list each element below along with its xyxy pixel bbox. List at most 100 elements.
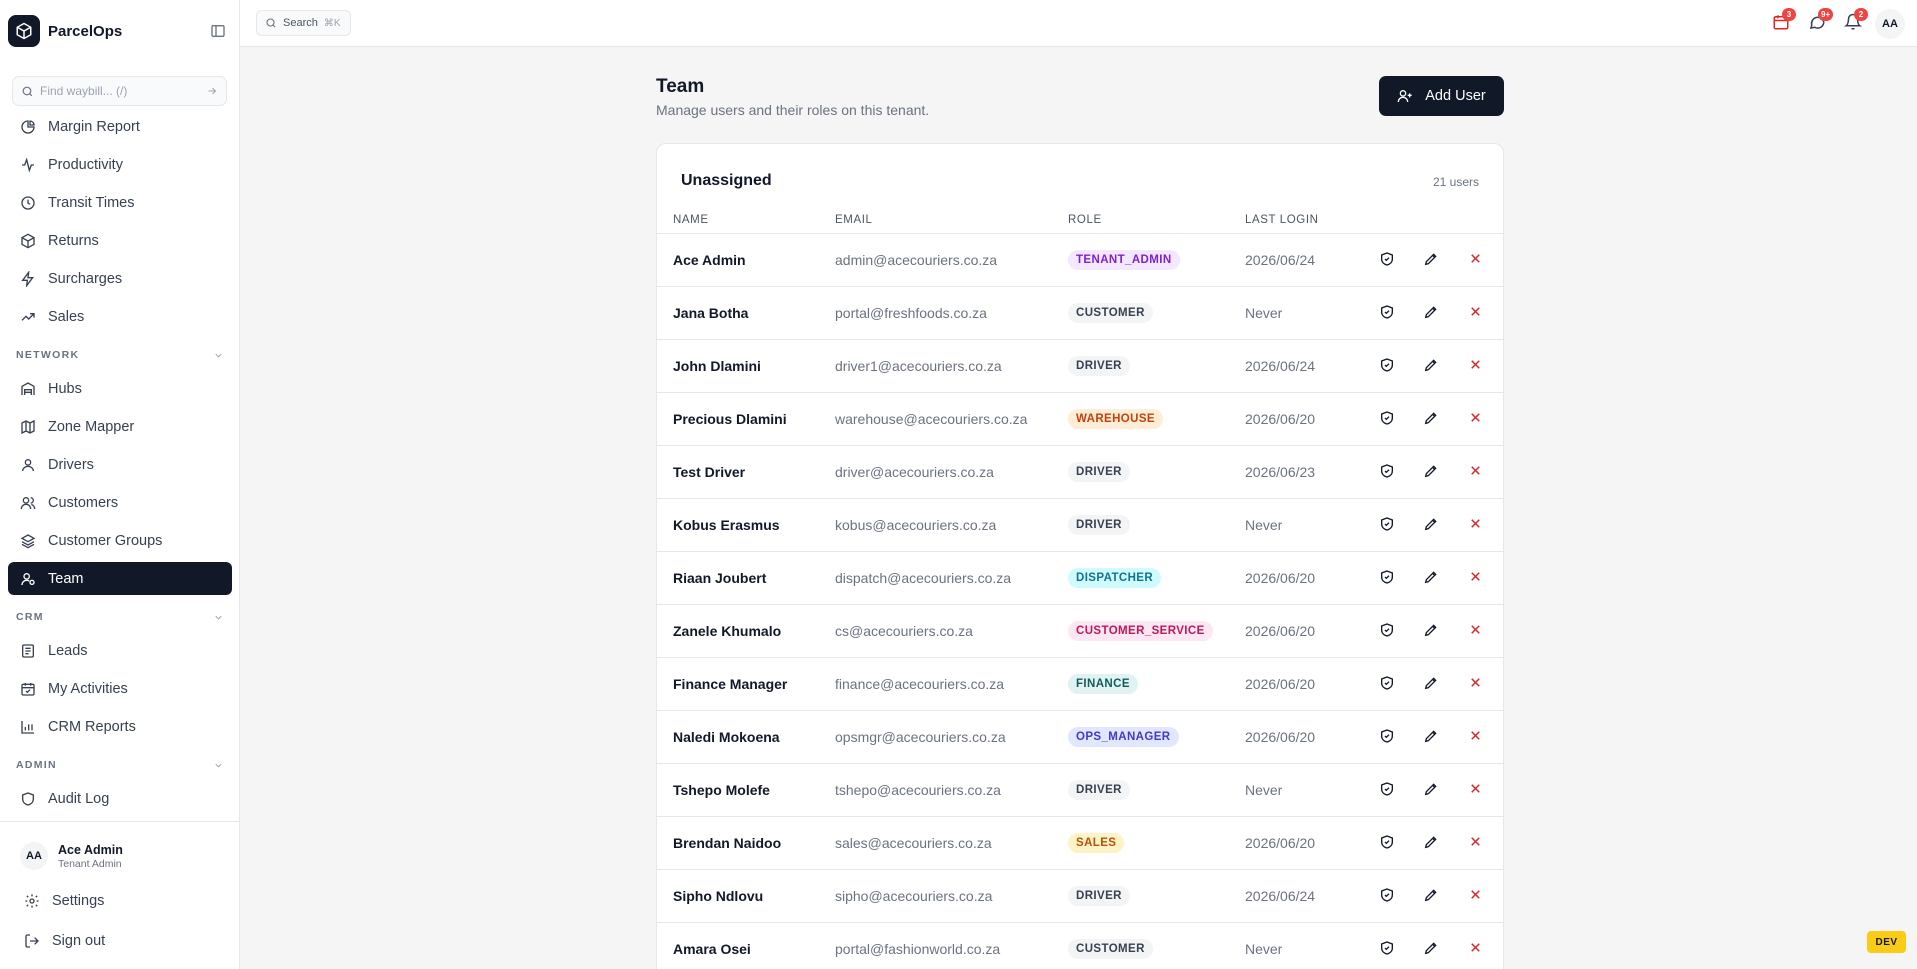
sidebar-item-zone-mapper[interactable]: Zone Mapper: [8, 410, 232, 443]
delete-close-icon[interactable]: [1468, 569, 1486, 587]
table-row[interactable]: Precious Dlamini warehouse@acecouriers.co…: [657, 393, 1503, 446]
permissions-shield-icon[interactable]: [1379, 675, 1397, 693]
section-admin[interactable]: ADMIN: [8, 748, 232, 782]
table-row[interactable]: Zanele Khumalo cs@acecouriers.co.za CUSTOM…: [657, 605, 1503, 658]
delete-close-icon[interactable]: [1468, 410, 1486, 428]
delete-close-icon[interactable]: [1468, 516, 1486, 534]
edit-pencil-icon[interactable]: [1423, 463, 1441, 481]
permissions-shield-icon[interactable]: [1379, 357, 1397, 375]
messages-button[interactable]: 9+: [1808, 8, 1834, 33]
permissions-shield-icon[interactable]: [1379, 940, 1397, 958]
permissions-shield-icon[interactable]: [1379, 781, 1397, 799]
table-row[interactable]: Sipho Ndlovu sipho@acecouriers.co.za DRIVE…: [657, 870, 1503, 923]
edit-pencil-icon[interactable]: [1423, 887, 1441, 905]
sidebar-item-returns[interactable]: Returns: [8, 224, 232, 257]
user-name-cell: Finance Manager: [673, 676, 788, 692]
edit-pencil-icon[interactable]: [1423, 357, 1441, 375]
sidebar-item-customers[interactable]: Customers: [8, 486, 232, 519]
sidebar-item-leads[interactable]: Leads: [8, 634, 232, 667]
global-search-button[interactable]: Search ⌘K: [256, 10, 351, 36]
permissions-shield-icon[interactable]: [1379, 463, 1397, 481]
permissions-shield-icon[interactable]: [1379, 410, 1397, 428]
permissions-shield-icon[interactable]: [1379, 569, 1397, 587]
edit-pencil-icon[interactable]: [1423, 675, 1441, 693]
header-last-login: LAST LOGIN: [1245, 214, 1319, 226]
table-row[interactable]: Jana Botha portal@freshfoods.co.za CUSTOME…: [657, 287, 1503, 340]
notifications-button[interactable]: 2: [1843, 8, 1868, 33]
table-row[interactable]: Ace Admin admin@acecouriers.co.za TENANT_A…: [657, 234, 1503, 287]
sidebar-item-margin-report[interactable]: Margin Report: [8, 110, 232, 143]
permissions-shield-icon[interactable]: [1379, 834, 1397, 852]
delete-close-icon[interactable]: [1468, 304, 1486, 322]
edit-pencil-icon[interactable]: [1423, 728, 1441, 746]
sidebar-item-surcharges[interactable]: Surcharges: [8, 262, 232, 295]
sidebar-item-label: Transit Times: [48, 194, 135, 211]
sidebar-item-productivity[interactable]: Productivity: [8, 148, 232, 181]
edit-pencil-icon[interactable]: [1423, 940, 1441, 958]
sidebar-item-label: Customers: [48, 494, 119, 511]
table-row[interactable]: Riaan Joubert dispatch@acecouriers.co.za D…: [657, 552, 1503, 605]
table-row[interactable]: John Dlamini driver1@acecouriers.co.za DRI…: [657, 340, 1503, 393]
user-email-cell: sipho@acecouriers.co.za: [835, 888, 993, 904]
sidebar-item-my-activities[interactable]: My Activities: [8, 672, 232, 705]
sidebar-item-audit-log[interactable]: Audit Log: [8, 782, 232, 815]
delete-close-icon[interactable]: [1468, 622, 1486, 640]
table-row[interactable]: Brendan Naidoo sales@acecouriers.co.za SAL…: [657, 817, 1503, 870]
edit-pencil-icon[interactable]: [1423, 410, 1441, 428]
settings-link[interactable]: Settings: [24, 893, 104, 909]
sidebar-item-drivers[interactable]: Drivers: [8, 448, 232, 481]
deliveries-button[interactable]: 3: [1772, 8, 1796, 33]
permissions-shield-icon[interactable]: [1379, 304, 1397, 322]
sidebar-item-hubs[interactable]: Hubs: [8, 372, 232, 405]
delete-close-icon[interactable]: [1468, 887, 1486, 905]
delete-close-icon[interactable]: [1468, 728, 1486, 746]
permissions-shield-icon[interactable]: [1379, 516, 1397, 534]
sidebar-toggle-icon[interactable]: [210, 23, 226, 39]
last-login-cell: Never: [1245, 941, 1283, 957]
add-user-button[interactable]: Add User: [1379, 76, 1504, 116]
section-crm[interactable]: CRM: [8, 600, 232, 634]
delete-close-icon[interactable]: [1468, 357, 1486, 375]
sidebar-item-team[interactable]: Team: [8, 562, 232, 595]
waybill-search[interactable]: [12, 76, 227, 106]
delete-close-icon[interactable]: [1468, 940, 1486, 958]
table-row[interactable]: Naledi Mokoena opsmgr@acecouriers.co.za OP…: [657, 711, 1503, 764]
user-name: Ace Admin: [58, 842, 123, 857]
sidebar-item-transit-times[interactable]: Transit Times: [8, 186, 232, 219]
user-email-cell: dispatch@acecouriers.co.za: [835, 570, 1012, 586]
delete-close-icon[interactable]: [1468, 251, 1486, 269]
table-row[interactable]: Finance Manager finance@acecouriers.co.za…: [657, 658, 1503, 711]
table-row[interactable]: Amara Osei portal@fashionworld.co.za CUSTO…: [657, 923, 1503, 969]
permissions-shield-icon[interactable]: [1379, 728, 1397, 746]
edit-pencil-icon[interactable]: [1423, 251, 1441, 269]
delete-close-icon[interactable]: [1468, 781, 1486, 799]
edit-pencil-icon[interactable]: [1423, 516, 1441, 534]
edit-pencil-icon[interactable]: [1423, 781, 1441, 799]
sidebar-item-customer-groups[interactable]: Customer Groups: [8, 524, 232, 557]
user-name-cell: Ace Admin: [673, 252, 746, 268]
edit-pencil-icon[interactable]: [1423, 569, 1441, 587]
waybill-search-input[interactable]: [40, 84, 206, 98]
current-user[interactable]: AA Ace Admin Tenant Admin: [20, 842, 123, 870]
permissions-shield-icon[interactable]: [1379, 251, 1397, 269]
brand[interactable]: ParcelOps: [8, 15, 232, 47]
edit-pencil-icon[interactable]: [1423, 834, 1441, 852]
signout-link[interactable]: Sign out: [24, 933, 105, 949]
table-row[interactable]: Kobus Erasmus kobus@acecouriers.co.za DRIV…: [657, 499, 1503, 552]
arrow-right-icon[interactable]: [206, 85, 218, 97]
sidebar-item-sales[interactable]: Sales: [8, 300, 232, 333]
users-table-body: Ace Admin admin@acecouriers.co.za TENANT_A…: [657, 234, 1503, 969]
edit-pencil-icon[interactable]: [1423, 304, 1441, 322]
sidebar-footer: AA Ace Admin Tenant Admin Settings Sign …: [0, 821, 240, 969]
delete-close-icon[interactable]: [1468, 675, 1486, 693]
edit-pencil-icon[interactable]: [1423, 622, 1441, 640]
section-network[interactable]: NETWORK: [8, 338, 232, 372]
avatar[interactable]: AA: [1875, 9, 1905, 39]
permissions-shield-icon[interactable]: [1379, 622, 1397, 640]
permissions-shield-icon[interactable]: [1379, 887, 1397, 905]
sidebar-item-crm-reports[interactable]: CRM Reports: [8, 710, 232, 743]
delete-close-icon[interactable]: [1468, 834, 1486, 852]
table-row[interactable]: Test Driver driver@acecouriers.co.za DRIVE…: [657, 446, 1503, 499]
table-row[interactable]: Tshepo Molefe tshepo@acecouriers.co.za DRI…: [657, 764, 1503, 817]
delete-close-icon[interactable]: [1468, 463, 1486, 481]
